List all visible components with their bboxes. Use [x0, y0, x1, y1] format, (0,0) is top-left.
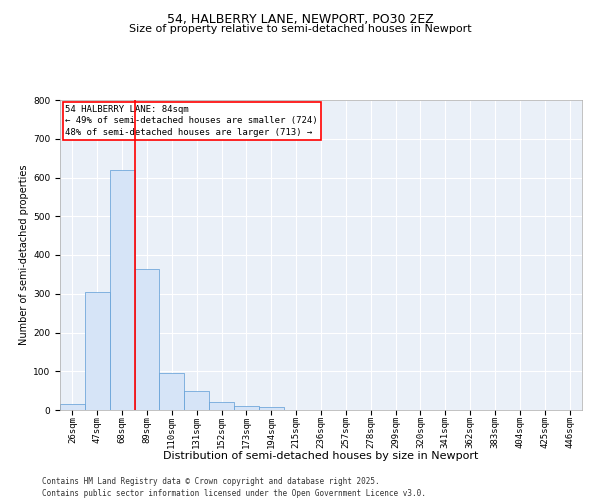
- Bar: [110, 170, 134, 410]
- X-axis label: Distribution of semi-detached houses by size in Newport: Distribution of semi-detached houses by …: [163, 452, 479, 462]
- Text: 54 HALBERRY LANE: 84sqm
← 49% of semi-detached houses are smaller (724)
48% of s: 54 HALBERRY LANE: 84sqm ← 49% of semi-de…: [65, 104, 318, 137]
- Bar: [160, 373, 184, 410]
- Bar: [60, 404, 85, 410]
- Text: Contains HM Land Registry data © Crown copyright and database right 2025.
Contai: Contains HM Land Registry data © Crown c…: [42, 476, 426, 498]
- Bar: [134, 268, 160, 410]
- Bar: [234, 406, 259, 410]
- Bar: [209, 402, 234, 410]
- Text: 54, HALBERRY LANE, NEWPORT, PO30 2EZ: 54, HALBERRY LANE, NEWPORT, PO30 2EZ: [167, 12, 433, 26]
- Bar: [85, 292, 110, 410]
- Bar: [259, 407, 284, 410]
- Y-axis label: Number of semi-detached properties: Number of semi-detached properties: [19, 165, 29, 345]
- Text: Size of property relative to semi-detached houses in Newport: Size of property relative to semi-detach…: [128, 24, 472, 34]
- Bar: [184, 392, 209, 410]
